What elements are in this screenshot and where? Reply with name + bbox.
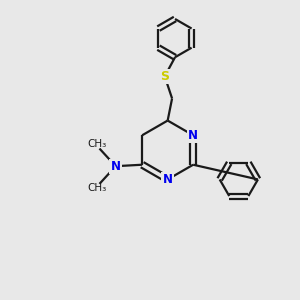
Text: N: N <box>111 160 121 173</box>
Text: N: N <box>163 173 173 186</box>
Text: CH₃: CH₃ <box>87 139 106 149</box>
Text: S: S <box>160 70 169 83</box>
Text: N: N <box>188 129 198 142</box>
Text: CH₃: CH₃ <box>87 183 106 193</box>
